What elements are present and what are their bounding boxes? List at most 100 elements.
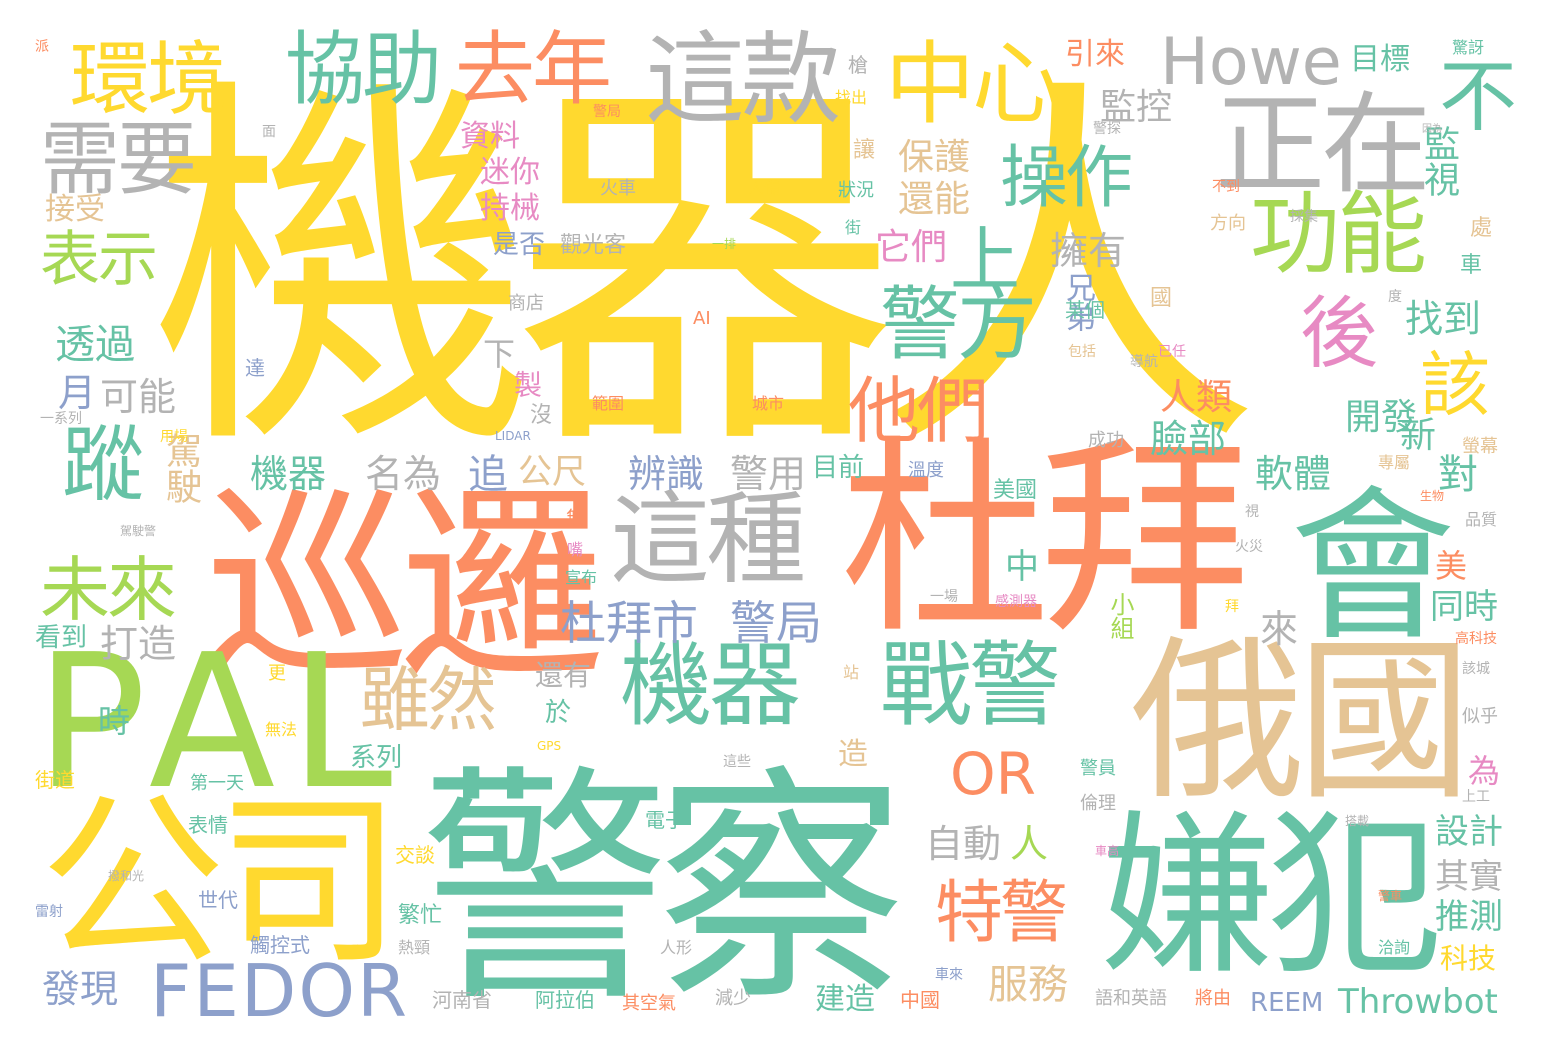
word-renbei: 人備	[748, 178, 781, 197]
word-wendu: 溫度	[908, 460, 944, 481]
word-jie: 街	[845, 218, 862, 237]
word-pal: PAL	[35, 614, 407, 830]
word-muqian: 目前	[812, 453, 865, 483]
word-tamen2: 它們	[875, 227, 948, 268]
word-du: 度	[1388, 289, 1402, 305]
word-gongsi: 公司	[40, 774, 402, 990]
word-wu: 無	[566, 508, 584, 529]
word-hui: 會	[1290, 471, 1455, 663]
word-haiyou: 還有	[535, 659, 592, 692]
word-shidai: 世代	[198, 888, 238, 912]
word-dazao: 打造	[100, 622, 177, 666]
word-keji: 科技	[1440, 942, 1497, 975]
word-diyitian: 第一天	[190, 773, 244, 794]
word-wufa: 無法	[265, 720, 298, 739]
word-jianshi: 監視	[1418, 125, 1459, 197]
word-jiqiren: 機器人	[150, 48, 1261, 496]
word-jiqi2: 機器	[250, 452, 327, 496]
word-xiaozu: 小組	[1106, 592, 1134, 640]
word-faxian: 發現	[42, 967, 119, 1011]
word-biaoqing: 表情	[188, 813, 228, 837]
word-fanmang: 繁忙	[398, 903, 443, 928]
word-xia: 下	[483, 335, 516, 373]
word-renxing: 人形	[660, 938, 693, 957]
word-mian: 面	[262, 124, 276, 140]
word-yongyou: 擁有	[1050, 229, 1127, 273]
word-weilai: 未來	[40, 549, 177, 631]
word-jiaotan: 交談	[395, 843, 435, 867]
word-gai: 該	[1420, 344, 1490, 426]
word-zhong: 中	[1005, 547, 1039, 587]
word-xin: 新	[1400, 415, 1437, 456]
word-jingcha: 警察	[420, 744, 906, 1035]
word-zhanjing: 戰警	[880, 632, 1061, 739]
word-shang: 上	[950, 219, 1020, 301]
word-yishu: 一排	[712, 237, 737, 251]
word-yongchang: 用場	[160, 429, 188, 445]
word-qunian: 去年	[455, 23, 612, 116]
word-zhexie: 這些	[723, 754, 751, 770]
word-dubai: 杜拜	[840, 417, 1250, 662]
word-zhaochu: 找出	[835, 88, 868, 107]
word-jingya: 驚訝	[1452, 38, 1485, 57]
word-kandao: 看到	[35, 623, 88, 653]
word-jiedao: 街道	[35, 768, 75, 792]
word-gps: GPS	[537, 739, 562, 753]
word-yinwei: 因為	[1422, 124, 1442, 135]
word-fangxiang: 方向	[1210, 213, 1246, 234]
word-huoche: 火車	[600, 178, 636, 199]
word-shi2: 視	[1245, 504, 1259, 520]
word-jieshou: 接受	[45, 192, 105, 227]
word-caozuo: 操作	[1000, 139, 1133, 218]
word-henan: 河南省	[432, 988, 492, 1012]
word-jiashijing: 駕駛警	[120, 524, 157, 538]
word-zhaodao: 找到	[1405, 297, 1482, 341]
word-reying: 熱頸	[398, 938, 431, 957]
word-xiezhuguang: 撥和光	[108, 869, 145, 883]
word-jingju-small: 警局	[593, 104, 621, 120]
word-jingtan: 警探	[1093, 121, 1121, 137]
word-mei2: 美	[1435, 547, 1468, 585]
word-chengshi: 城市	[752, 394, 785, 413]
word-zidong: 自動	[925, 822, 1002, 866]
word-caiji: 採集	[1290, 209, 1318, 225]
word-tejing: 特警	[935, 874, 1068, 953]
word-throwbot: Throwbot	[1338, 982, 1498, 1022]
word-xunluo: 巡邏	[205, 468, 605, 706]
word-huanneng: 還能	[898, 179, 971, 220]
word-ren: 人	[1010, 822, 1049, 866]
word-mouge: 某個	[1065, 298, 1105, 322]
word-chelai: 車來	[935, 967, 963, 983]
word-lai: 來	[1260, 607, 1299, 651]
word-jianzao: 建造	[815, 982, 875, 1017]
word-chegao: 車高	[1095, 844, 1120, 858]
word-zhongguo: 中國	[900, 988, 940, 1012]
word-eguo: 俄國	[1130, 621, 1472, 824]
word-baohu: 保護	[898, 137, 971, 178]
word-alabo: 阿拉伯	[535, 988, 595, 1012]
word-fedor: FEDOR	[150, 949, 410, 1033]
word-shi: 時	[98, 702, 131, 740]
word-dui: 對	[1438, 452, 1478, 498]
word-chu: 處	[1470, 216, 1493, 241]
word-zhi: 製	[510, 370, 543, 398]
word-jiankong: 監控	[1100, 87, 1173, 128]
word-guo: 國	[1150, 286, 1173, 311]
word-zao: 造	[838, 737, 868, 772]
word-zui: 嘴	[567, 540, 584, 559]
word-biaoshi: 表示	[40, 225, 158, 295]
word-howe: Howe	[1160, 25, 1342, 100]
word-yue: 月	[58, 371, 97, 415]
word-xuyao: 需要	[40, 113, 197, 206]
word-gongchi: 公尺	[518, 452, 586, 492]
word-geng: 更	[268, 663, 286, 684]
word-yichang: 一場	[930, 589, 958, 605]
word-reem: REEM	[1250, 988, 1324, 1018]
word-zhezhong: 這種	[610, 481, 806, 598]
word-leishe: 雷射	[35, 904, 63, 920]
word-zong: 蹤	[62, 418, 145, 513]
word-huanjing: 環境	[70, 33, 227, 126]
word-shifou: 是否	[493, 230, 546, 260]
word-jingfang: 警方	[880, 278, 1037, 371]
word-xilie: 系列	[350, 743, 403, 773]
